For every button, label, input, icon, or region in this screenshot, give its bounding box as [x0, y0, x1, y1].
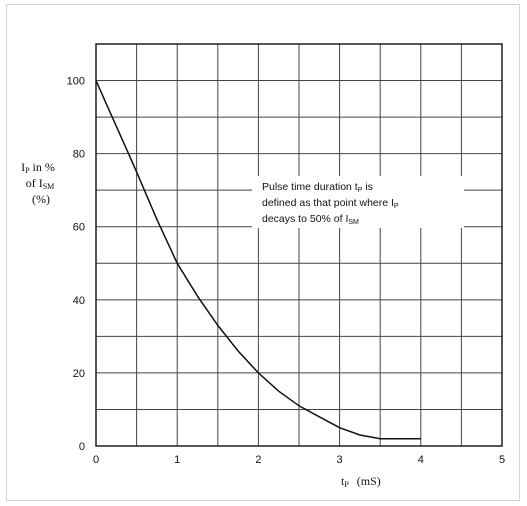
x-tick-label: 4	[418, 454, 424, 466]
chart-frame	[6, 4, 520, 501]
y-tick-label: 0	[79, 441, 85, 453]
x-tick-label: 5	[499, 454, 505, 466]
annotation-background	[252, 176, 464, 228]
y-tick-label: 80	[73, 149, 85, 161]
y-axis-label-line3: (%)	[32, 192, 50, 206]
x-tick-label: 3	[337, 454, 343, 466]
grid	[96, 44, 502, 446]
y-tick-label: 40	[73, 295, 85, 307]
x-tick-label: 2	[255, 454, 261, 466]
decay-curve	[95, 80, 421, 440]
y-axis-label-line1: IP in %	[21, 160, 55, 175]
x-tick-label: 0	[93, 454, 99, 466]
y-tick-label: 60	[73, 222, 85, 234]
y-tick-labels: 0 20 40 60 80 100	[67, 76, 85, 453]
x-axis-label: tP (mS)	[341, 474, 381, 489]
annotation-line2: defined as that point where IP	[262, 197, 399, 210]
x-tick-label: 1	[174, 454, 180, 466]
y-tick-label: 20	[73, 368, 85, 380]
y-axis-label-line2: of ISM	[26, 176, 55, 191]
plot-border	[95, 43, 503, 447]
annotation-line1: Pulse time duration tP is	[262, 181, 373, 194]
x-tick-labels: 0 1 2 3 4 5	[93, 454, 505, 466]
y-tick-label: 100	[67, 76, 85, 88]
annotation-line3: decays to 50% of ISM	[262, 213, 359, 226]
